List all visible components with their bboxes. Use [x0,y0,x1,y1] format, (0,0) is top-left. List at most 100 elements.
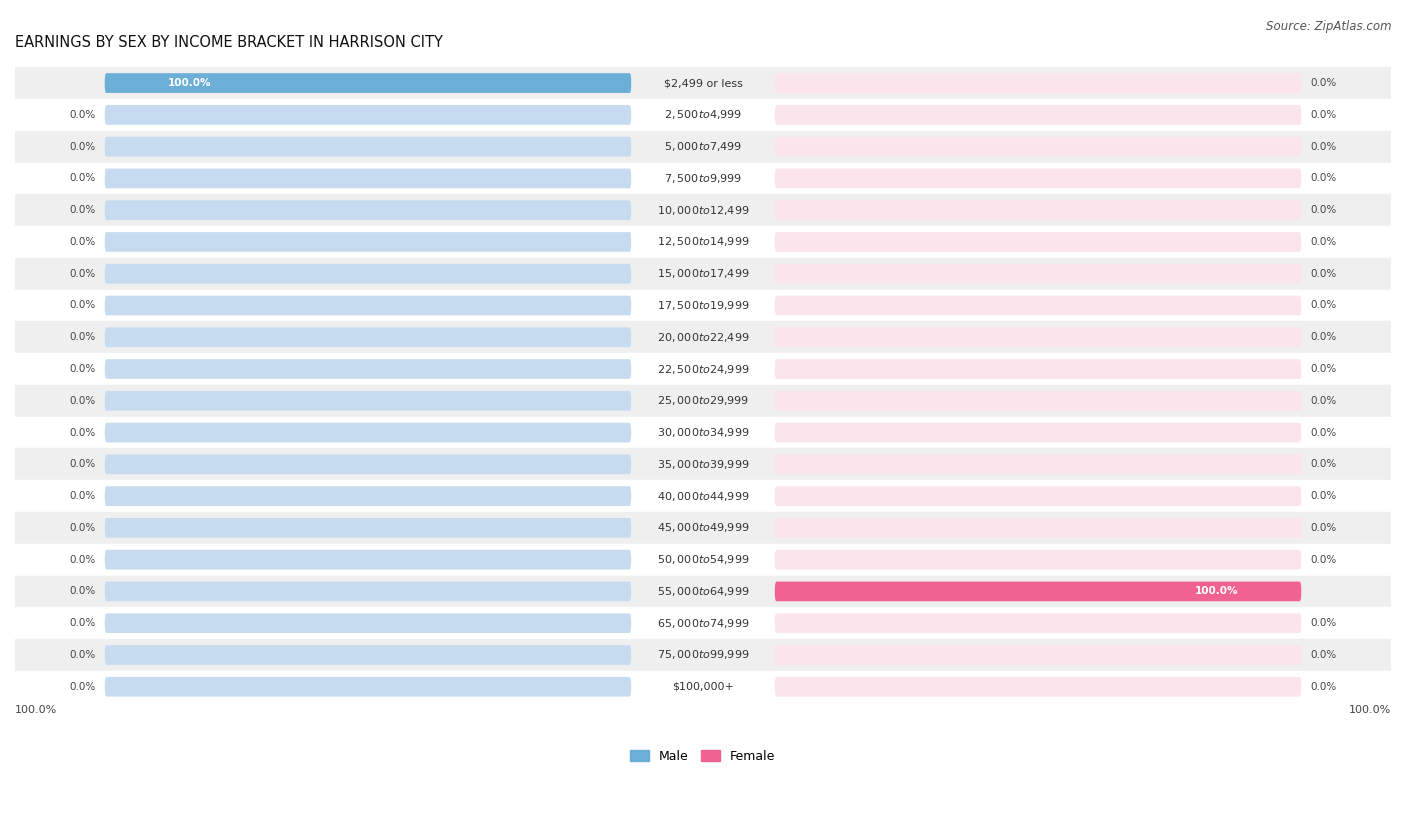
FancyBboxPatch shape [104,200,631,220]
Bar [15,449,1391,480]
Text: 0.0%: 0.0% [1310,301,1337,311]
FancyBboxPatch shape [104,73,631,93]
Text: 0.0%: 0.0% [69,428,96,437]
FancyBboxPatch shape [104,359,631,379]
Text: 0.0%: 0.0% [1310,364,1337,374]
FancyBboxPatch shape [775,328,1302,347]
Text: 0.0%: 0.0% [1310,491,1337,501]
Text: Source: ZipAtlas.com: Source: ZipAtlas.com [1267,20,1392,33]
Text: $12,500 to $14,999: $12,500 to $14,999 [657,236,749,249]
Text: 0.0%: 0.0% [69,650,96,660]
Text: 0.0%: 0.0% [69,682,96,692]
FancyBboxPatch shape [104,646,631,665]
Text: $50,000 to $54,999: $50,000 to $54,999 [657,553,749,566]
FancyBboxPatch shape [775,581,1302,602]
FancyBboxPatch shape [775,646,1302,665]
FancyBboxPatch shape [104,73,631,93]
FancyBboxPatch shape [104,581,631,602]
Text: 0.0%: 0.0% [1310,237,1337,247]
Text: $75,000 to $99,999: $75,000 to $99,999 [657,649,749,662]
Bar [15,607,1391,639]
Text: 0.0%: 0.0% [69,491,96,501]
FancyBboxPatch shape [104,328,631,347]
FancyBboxPatch shape [775,613,1302,633]
FancyBboxPatch shape [775,137,1302,156]
Text: $2,500 to $4,999: $2,500 to $4,999 [664,108,742,121]
Bar [15,353,1391,385]
FancyBboxPatch shape [775,677,1302,697]
Text: 0.0%: 0.0% [69,364,96,374]
Text: 0.0%: 0.0% [69,237,96,247]
FancyBboxPatch shape [775,232,1302,252]
Text: $30,000 to $34,999: $30,000 to $34,999 [657,426,749,439]
Bar [15,194,1391,226]
FancyBboxPatch shape [104,296,631,315]
Text: 0.0%: 0.0% [69,110,96,120]
Text: 0.0%: 0.0% [1310,173,1337,184]
FancyBboxPatch shape [104,423,631,442]
FancyBboxPatch shape [775,105,1302,124]
Bar [15,321,1391,353]
FancyBboxPatch shape [775,550,1302,570]
Bar [15,289,1391,321]
Text: 0.0%: 0.0% [69,301,96,311]
FancyBboxPatch shape [775,264,1302,284]
Text: 0.0%: 0.0% [1310,396,1337,406]
FancyBboxPatch shape [104,550,631,570]
Text: 0.0%: 0.0% [69,459,96,469]
Bar [15,226,1391,258]
Legend: Male, Female: Male, Female [626,745,780,768]
Text: 0.0%: 0.0% [1310,682,1337,692]
Bar [15,99,1391,131]
Text: 0.0%: 0.0% [69,554,96,565]
FancyBboxPatch shape [104,518,631,537]
FancyBboxPatch shape [775,486,1302,506]
Text: $40,000 to $44,999: $40,000 to $44,999 [657,489,749,502]
Text: $22,500 to $24,999: $22,500 to $24,999 [657,363,749,376]
Text: $100,000+: $100,000+ [672,682,734,692]
Text: 100.0%: 100.0% [167,78,211,88]
FancyBboxPatch shape [775,73,1302,93]
Text: 0.0%: 0.0% [69,618,96,628]
Bar [15,512,1391,544]
Text: $45,000 to $49,999: $45,000 to $49,999 [657,521,749,534]
FancyBboxPatch shape [775,296,1302,315]
Text: 100.0%: 100.0% [1195,586,1239,597]
FancyBboxPatch shape [775,454,1302,474]
Text: 0.0%: 0.0% [69,205,96,215]
FancyBboxPatch shape [775,423,1302,442]
Bar [15,480,1391,512]
Text: 0.0%: 0.0% [1310,333,1337,342]
Bar [15,576,1391,607]
Text: $65,000 to $74,999: $65,000 to $74,999 [657,617,749,630]
FancyBboxPatch shape [104,232,631,252]
FancyBboxPatch shape [775,518,1302,537]
Text: 0.0%: 0.0% [69,269,96,279]
Bar [15,163,1391,194]
Text: $35,000 to $39,999: $35,000 to $39,999 [657,458,749,471]
FancyBboxPatch shape [104,454,631,474]
Bar [15,385,1391,417]
Text: $20,000 to $22,499: $20,000 to $22,499 [657,331,749,344]
Text: 0.0%: 0.0% [69,586,96,597]
Text: 0.0%: 0.0% [69,173,96,184]
FancyBboxPatch shape [104,264,631,284]
FancyBboxPatch shape [104,168,631,189]
Text: 0.0%: 0.0% [1310,78,1337,88]
Text: $17,500 to $19,999: $17,500 to $19,999 [657,299,749,312]
FancyBboxPatch shape [775,391,1302,411]
Text: 0.0%: 0.0% [1310,554,1337,565]
Text: 0.0%: 0.0% [1310,205,1337,215]
Text: $55,000 to $64,999: $55,000 to $64,999 [657,585,749,598]
Text: 0.0%: 0.0% [1310,110,1337,120]
Text: 100.0%: 100.0% [15,705,58,715]
Text: $5,000 to $7,499: $5,000 to $7,499 [664,140,742,153]
Text: EARNINGS BY SEX BY INCOME BRACKET IN HARRISON CITY: EARNINGS BY SEX BY INCOME BRACKET IN HAR… [15,35,443,50]
FancyBboxPatch shape [104,137,631,156]
FancyBboxPatch shape [775,359,1302,379]
FancyBboxPatch shape [104,391,631,411]
Text: 0.0%: 0.0% [69,523,96,533]
Text: 0.0%: 0.0% [1310,141,1337,152]
Text: $10,000 to $12,499: $10,000 to $12,499 [657,204,749,217]
Text: $15,000 to $17,499: $15,000 to $17,499 [657,267,749,280]
